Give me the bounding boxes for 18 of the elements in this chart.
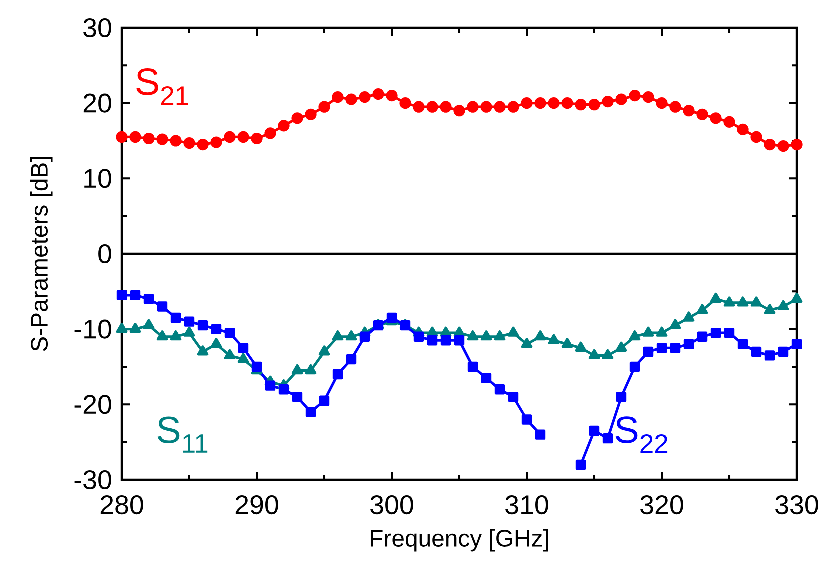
series-label: S$_{11}$ xyxy=(158,416,208,453)
y-tick-label: 20 xyxy=(84,94,112,113)
series-label: S$_{22}$ xyxy=(616,416,668,453)
x-tick-label: 290 xyxy=(236,496,278,515)
y-tick-label: 30 xyxy=(84,18,112,38)
y-tick-label: 0 xyxy=(98,244,112,264)
y-tick-label: -20 xyxy=(74,395,112,414)
x-axis-title: Frequency [GHz] xyxy=(371,529,548,552)
y-axis-title: S-Parameters [dB] xyxy=(30,157,53,352)
y-tick-label: 10 xyxy=(84,169,112,188)
x-tick-label: 280 xyxy=(100,496,144,515)
x-tick-label: 320 xyxy=(640,496,684,515)
y-tick-label: -10 xyxy=(74,320,112,339)
y-tick-label: -30 xyxy=(74,470,112,490)
series-label: S$_{21}$ xyxy=(136,68,188,105)
x-tick-label: 330 xyxy=(776,496,818,515)
x-tick-label: 300 xyxy=(370,496,414,515)
x-tick-label: 310 xyxy=(506,496,548,515)
